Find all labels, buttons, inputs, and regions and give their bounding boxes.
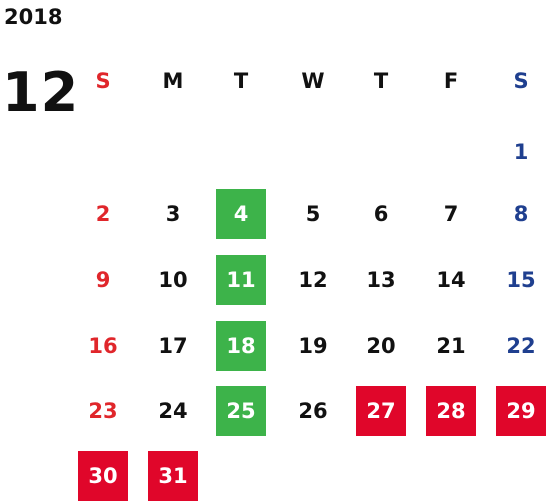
day-cell: 16 — [88, 334, 118, 358]
day-cell: 23 — [88, 399, 118, 423]
weekday-header: S — [513, 69, 529, 93]
day-cell: 21 — [436, 334, 466, 358]
weekday-header: M — [162, 69, 184, 93]
highlighted-day-cell: 30 — [78, 451, 128, 501]
day-cell: 20 — [366, 334, 396, 358]
day-cell: 1 — [513, 140, 529, 164]
day-cell: 17 — [158, 334, 188, 358]
weekday-header: F — [443, 69, 459, 93]
day-cell: 9 — [95, 268, 111, 292]
highlighted-day-cell: 4 — [216, 189, 266, 239]
day-cell: 12 — [298, 268, 328, 292]
day-cell: 19 — [298, 334, 328, 358]
day-cell: 5 — [305, 202, 321, 226]
highlighted-day-cell: 11 — [216, 255, 266, 305]
highlighted-day-cell: 18 — [216, 321, 266, 371]
day-cell: 2 — [95, 202, 111, 226]
weekday-header: S — [95, 69, 111, 93]
month-number: 12 — [2, 61, 80, 124]
highlighted-day-cell: 29 — [496, 386, 546, 436]
highlighted-day-cell: 25 — [216, 386, 266, 436]
day-cell: 24 — [158, 399, 188, 423]
day-cell: 8 — [513, 202, 529, 226]
day-cell: 3 — [165, 202, 181, 226]
day-cell: 10 — [158, 268, 188, 292]
year-label: 2018 — [4, 5, 63, 29]
day-cell: 13 — [366, 268, 396, 292]
day-cell: 14 — [436, 268, 466, 292]
weekday-header: W — [301, 69, 325, 93]
day-cell: 22 — [506, 334, 536, 358]
day-cell: 15 — [506, 268, 536, 292]
day-cell: 7 — [443, 202, 459, 226]
highlighted-day-cell: 31 — [148, 451, 198, 501]
weekday-header: T — [373, 69, 389, 93]
weekday-header: T — [233, 69, 249, 93]
day-cell: 26 — [298, 399, 328, 423]
highlighted-day-cell: 27 — [356, 386, 406, 436]
day-cell: 6 — [373, 202, 389, 226]
highlighted-day-cell: 28 — [426, 386, 476, 436]
